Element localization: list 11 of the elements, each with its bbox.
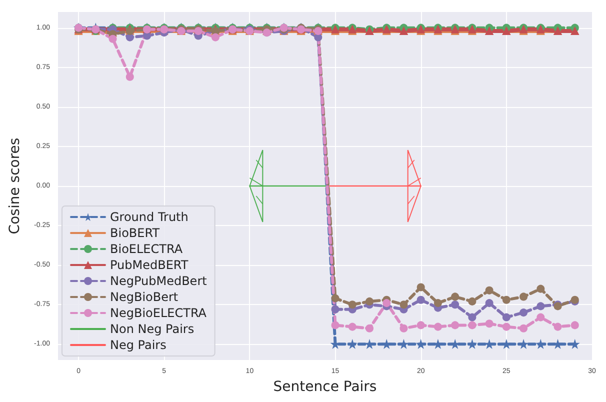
legend-label: BioBERT: [110, 226, 160, 240]
legend-label: NegBioELECTRA: [110, 306, 208, 320]
legend-label: Neg Pairs: [110, 338, 166, 352]
legend-label: Ground Truth: [110, 210, 188, 224]
y-axis-title: Cosine scores: [7, 138, 23, 234]
legend-label: PubMedBERT: [110, 258, 189, 272]
legend-label: BioELECTRA: [110, 242, 184, 256]
legend-label: NegPubMedBert: [110, 274, 208, 288]
x-axis-title: Sentence Pairs: [273, 378, 377, 395]
legend-label: Non Neg Pairs: [110, 322, 194, 336]
legend-label: NegBioBert: [110, 290, 178, 304]
